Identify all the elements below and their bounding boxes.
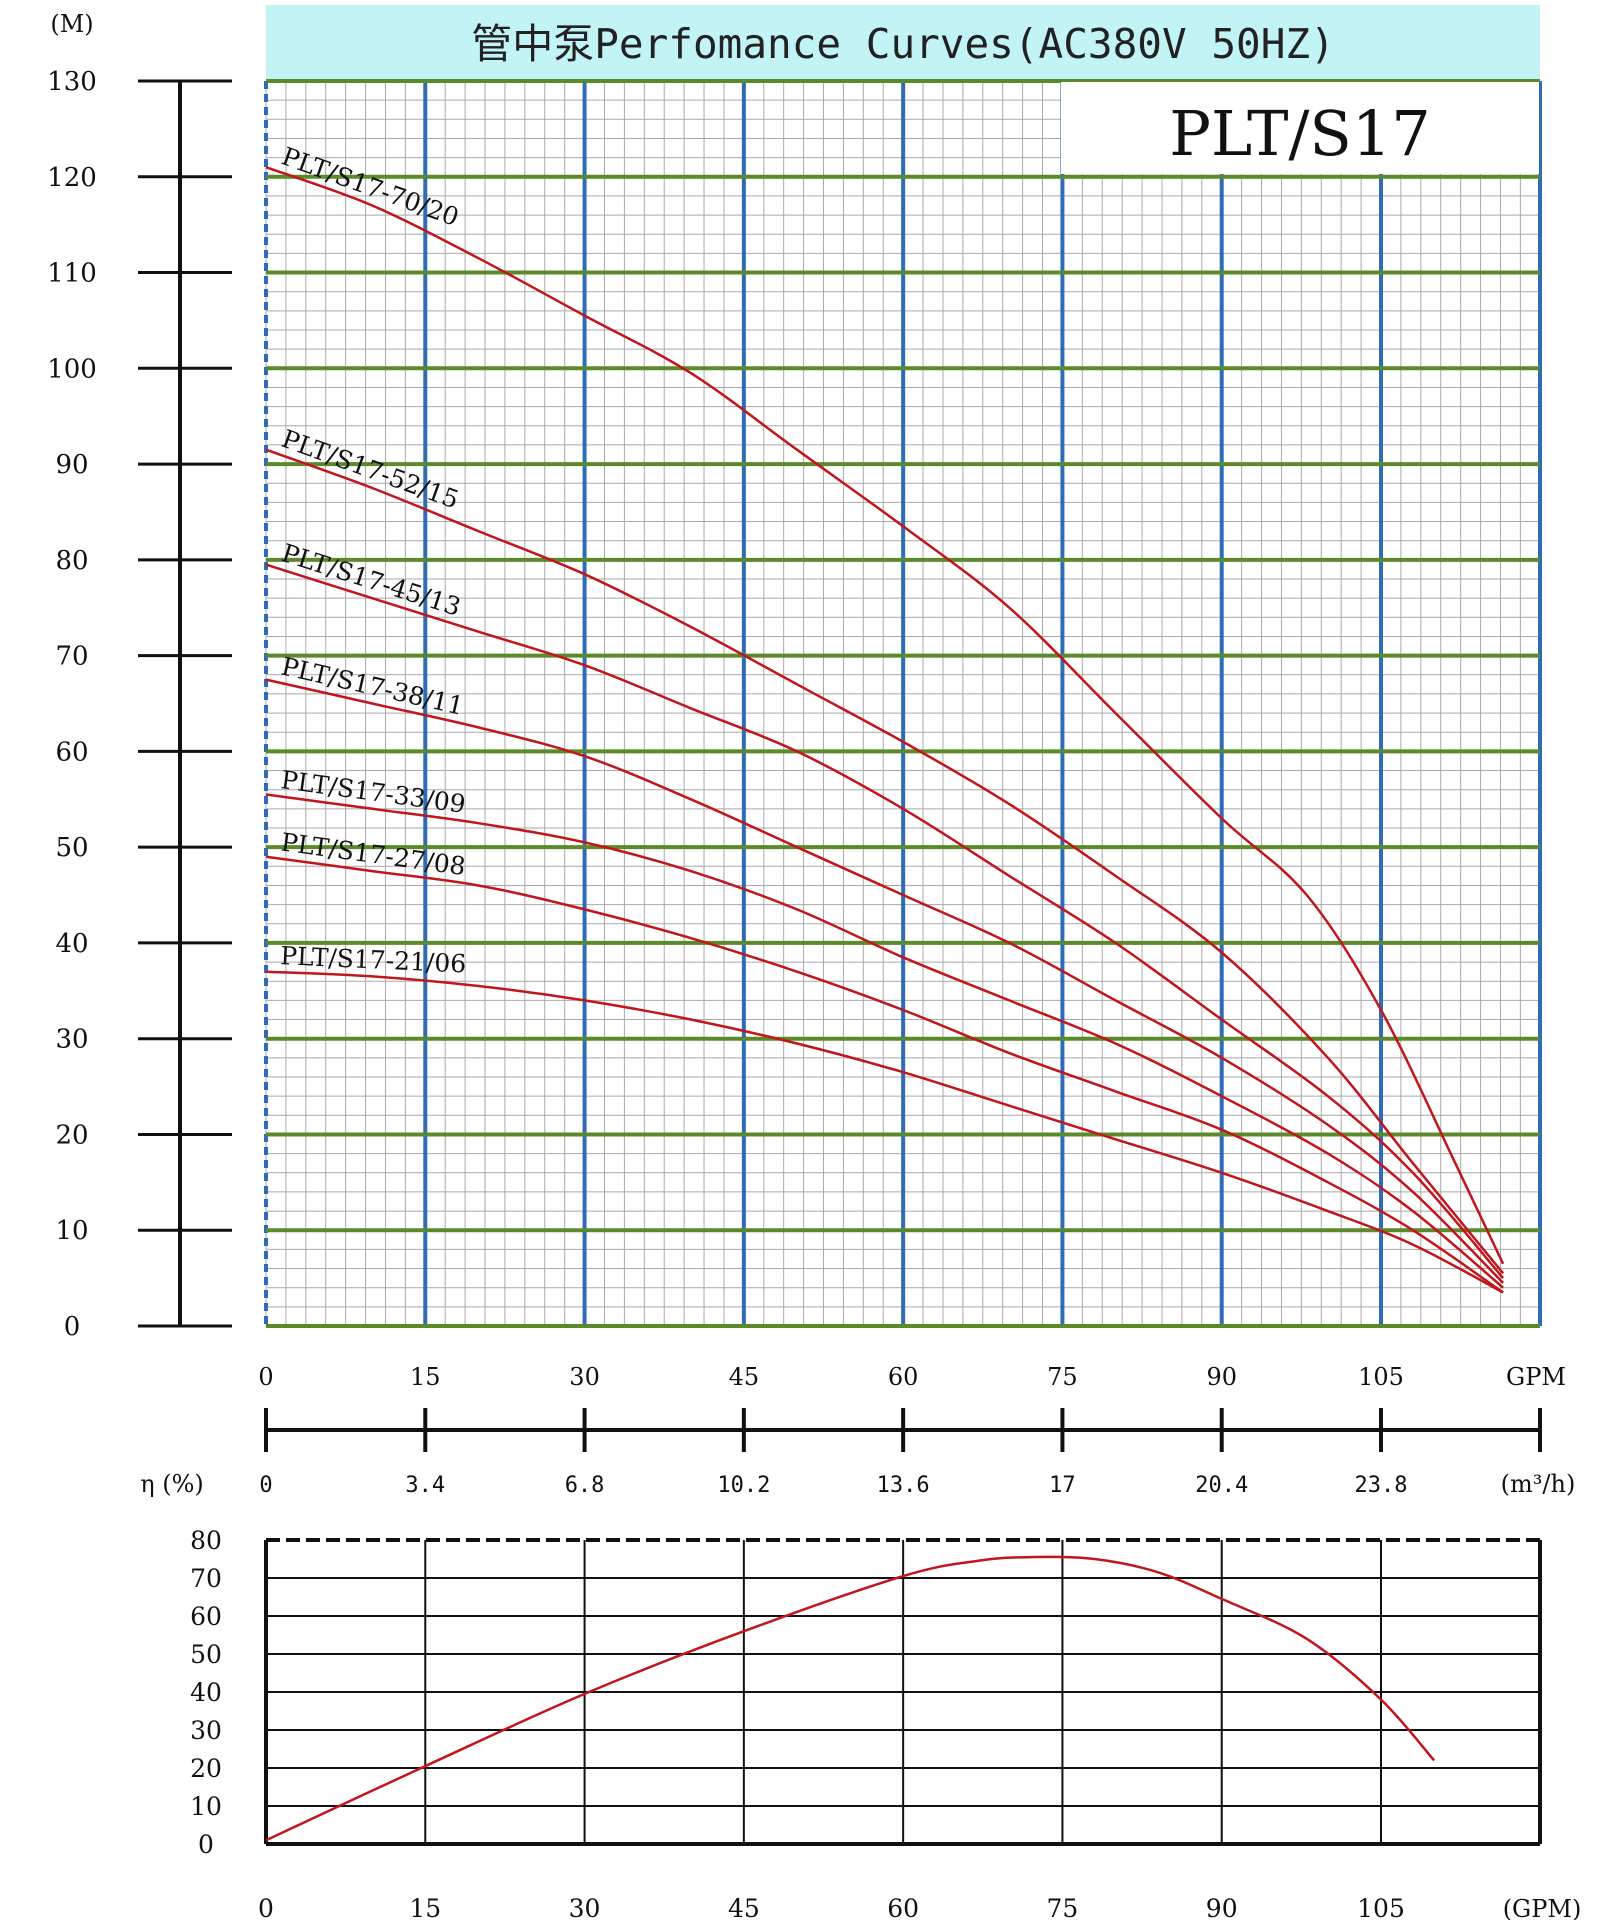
gpm-tick-label: 45: [729, 1363, 760, 1391]
m3h-tick-label: 13.6: [877, 1473, 930, 1498]
y-tick-label: 20: [55, 1120, 88, 1150]
head-curves: PLT/S17-70/20PLT/S17-52/15PLT/S17-45/13P…: [265, 142, 1505, 1294]
y-tick-label: 90: [55, 450, 88, 480]
y-tick-label: 50: [55, 833, 88, 863]
efficiency-curve-line: [265, 1555, 1436, 1842]
chart-title: 管中泵Perfomance Curves(AC380V 50HZ): [471, 20, 1335, 68]
gpm-tick-label: 75: [1047, 1363, 1078, 1391]
eff-x-tick-label: 0: [258, 1894, 274, 1920]
gpm-tick-label: 30: [569, 1363, 600, 1391]
head-curve-line: [265, 678, 1504, 1284]
m3h-tick-label: 3.4: [405, 1473, 445, 1498]
y-tick-label: 120: [47, 163, 97, 193]
flow-scale: 0 0 15 3.4 30 6.8 45 10.2 60 13.6 75 17 90 20.4 105 23.…: [258, 1363, 1542, 1498]
eff-x-tick-label: 90: [1206, 1894, 1238, 1920]
head-curve-line: [265, 793, 1504, 1289]
eff-y-tick-label: 70: [190, 1564, 222, 1593]
efficiency-chart-grid: 0 10 20 30 40 50 60 70 80 0 15 30 45 60 75 90 105: [190, 1526, 1542, 1920]
head-curve-line: [265, 166, 1505, 1265]
y-tick-label: 10: [55, 1216, 88, 1246]
series-label: PLT/S17-38/11: [279, 652, 467, 721]
eff-y-tick-label: 50: [190, 1640, 222, 1669]
eff-y-tick-label: 40: [190, 1678, 222, 1707]
y-axis-unit: (M): [50, 10, 93, 38]
eff-y-tick-label: 80: [190, 1526, 222, 1555]
eff-x-tick-label: 15: [409, 1894, 441, 1920]
m3h-tick-label: 20.4: [1195, 1473, 1248, 1498]
y-tick-label: 80: [55, 546, 88, 576]
gpm-tick-label: 105: [1358, 1363, 1404, 1391]
m3h-tick-label: 17: [1049, 1473, 1076, 1498]
gpm-tick-label: 0: [258, 1363, 273, 1391]
eff-y-tick-label: 30: [190, 1716, 222, 1745]
model-label: PLT/S17: [1169, 97, 1430, 170]
head-y-axis: 0 10 20 30 40 50 60 70 80 90 100 110 120 130: [47, 67, 232, 1342]
efficiency-curve-group: [265, 1555, 1436, 1842]
y-tick-label: 110: [47, 259, 97, 289]
gpm-tick-label: 15: [410, 1363, 441, 1391]
series-label: PLT/S17-27/08: [279, 827, 467, 881]
head-curve-line: [265, 970, 1504, 1294]
x-unit-gpm: GPM: [1506, 1363, 1566, 1391]
series-label: PLT/S17-33/09: [279, 765, 467, 819]
y-tick-label: 0: [64, 1312, 81, 1342]
m3h-tick-label: 6.8: [565, 1473, 605, 1498]
y-tick-label: 60: [55, 737, 88, 767]
eff-x-tick-label: 60: [887, 1894, 919, 1920]
y-tick-label: 130: [47, 67, 97, 97]
eff-y-tick-label: 10: [190, 1792, 222, 1821]
y-tick-label: 30: [55, 1025, 88, 1055]
y-tick-label: 40: [55, 929, 88, 959]
eff-y-tick-label: 20: [190, 1754, 222, 1783]
eff-x-tick-label: 105: [1357, 1894, 1405, 1920]
efficiency-unit: η (%): [140, 1470, 204, 1498]
head-chart-grid: [264, 79, 1542, 1328]
head-curve-line: [265, 448, 1505, 1275]
m3h-tick-label: 23.8: [1355, 1473, 1408, 1498]
model-label-box: [1061, 82, 1539, 174]
m3h-tick-label: 10.2: [717, 1473, 770, 1498]
head-curve-line: [265, 855, 1504, 1294]
m3h-tick-label: 0: [259, 1473, 272, 1498]
y-tick-label: 70: [55, 642, 88, 672]
title-band: [266, 5, 1540, 79]
eff-y-tick-label: 60: [190, 1602, 222, 1631]
eff-x-tick-label: 75: [1047, 1894, 1079, 1920]
eff-x-tick-label: 45: [728, 1894, 760, 1920]
gpm-tick-label: 90: [1206, 1363, 1237, 1391]
eff-x-unit: (GPM): [1503, 1895, 1582, 1920]
y-tick-label: 100: [47, 354, 97, 384]
x-unit-m3h: (m³/h): [1501, 1470, 1576, 1498]
head-curve-line: [265, 563, 1505, 1279]
gpm-tick-label: 60: [888, 1363, 919, 1391]
eff-y-tick-label: 0: [198, 1830, 214, 1859]
eff-x-tick-label: 30: [569, 1894, 601, 1920]
